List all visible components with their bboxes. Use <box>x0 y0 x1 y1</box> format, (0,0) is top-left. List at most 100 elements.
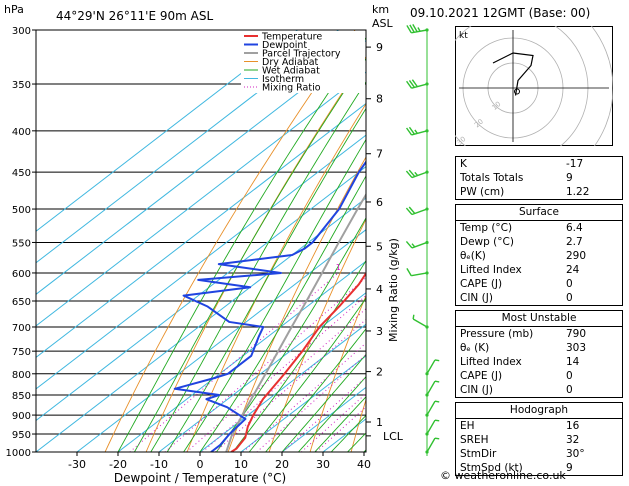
wind-barb <box>411 272 428 277</box>
wind-barb-feather <box>406 268 412 277</box>
isotherm <box>36 134 366 390</box>
wet-adiabat <box>248 297 366 452</box>
legend-entry: Dry Adiabat <box>262 57 319 68</box>
wind-point <box>425 129 429 133</box>
wind-point <box>425 325 429 329</box>
mixing-ratio-line <box>202 308 366 452</box>
pressure-tick-label: 400 <box>12 127 31 138</box>
wind-barbs <box>405 24 440 456</box>
pressure-tick-label: 550 <box>12 238 31 249</box>
storm-motion-marker <box>514 88 520 95</box>
km-tick-label: 8 <box>376 93 383 106</box>
km-tick-label: 3 <box>376 325 383 338</box>
pressure-tick-label: 300 <box>12 26 31 37</box>
km-tick-label: 4 <box>376 283 383 296</box>
hodo-row: SREH 32 <box>460 434 580 446</box>
most-unstable-table: Most Unstable Pressure (mb) 790 θₑ (K) 303… <box>455 310 623 398</box>
copyright-footer[interactable]: © weatheronline.co.uk <box>440 469 566 482</box>
mixing-ratio-line <box>186 294 366 452</box>
legend-entry: Mixing Ratio <box>262 83 321 94</box>
surface-row: Dewp (°C) 2.7 <box>460 236 583 248</box>
isotherm <box>36 30 298 232</box>
wind-barb-half-feather <box>434 419 440 422</box>
wind-barb-feather <box>409 24 415 33</box>
basic-indices-table: K -17 Totals Totals 9 PW (cm) 1.22 <box>455 156 623 200</box>
hodo-row: EH 16 <box>460 420 580 432</box>
location-title: 44°29'N 26°11'E 90m ASL <box>56 9 213 23</box>
hodo-row: StmSpd (kt) 9 <box>460 462 573 474</box>
mu-row: CIN (J) 0 <box>460 384 573 396</box>
wind-barb-feather <box>408 206 416 214</box>
wind-barb-feather <box>406 80 413 89</box>
wind-barb <box>426 400 436 416</box>
index-row-totals: Totals Totals 9 <box>460 172 573 184</box>
wind-barb-half-feather <box>434 359 440 362</box>
pressure-tick-label: 450 <box>12 168 31 179</box>
wind-barb <box>426 437 436 453</box>
wind-point <box>425 372 429 376</box>
isotherm <box>36 30 339 264</box>
isotherm <box>76 229 366 452</box>
surface-row: CAPE (J) 0 <box>460 278 573 290</box>
most-unstable-title: Most Unstable <box>456 311 622 327</box>
hodograph-ring-label: 10 <box>491 100 503 112</box>
pressure-tick-label: 1000 <box>6 448 31 459</box>
legend-entry: Dewpoint <box>262 40 307 51</box>
km-tick-label: 6 <box>376 196 383 209</box>
pressure-tick-label: 800 <box>12 370 31 381</box>
wind-barb-feather <box>408 169 416 178</box>
wind-barb-feather <box>405 240 413 249</box>
wind-barb-feather <box>408 126 416 135</box>
km-tick-label: 5 <box>376 240 383 253</box>
dry-adiabat <box>145 56 366 452</box>
wind-barb-feather <box>405 170 413 179</box>
km-tick-label: 7 <box>376 148 383 161</box>
wind-point <box>425 432 429 436</box>
mixing-ratio-line <box>301 392 366 452</box>
pressure-tick-label: 750 <box>12 347 31 358</box>
wet-adiabat <box>134 57 366 452</box>
mixing-ratio-line <box>164 276 366 452</box>
pressure-tick-label: 600 <box>12 269 31 280</box>
temp-tick-label: 20 <box>275 458 289 471</box>
mixing-ratio-line <box>282 376 366 452</box>
lcl-label: LCL <box>383 430 404 443</box>
surface-row: θₑ(K) 290 <box>460 250 587 262</box>
km-label: km <box>372 3 389 16</box>
wet-adiabat <box>117 36 366 452</box>
wind-point <box>425 28 429 32</box>
dry-adiabat <box>104 30 356 452</box>
hodograph-ring-label: 30 <box>456 135 468 146</box>
wet-adiabat <box>298 376 366 452</box>
mixing-ratio-label: 1 <box>336 263 341 272</box>
legend-entry: Parcel Trajectory <box>262 49 341 60</box>
dewpoint-line <box>173 160 366 452</box>
plot-frame <box>35 29 367 453</box>
wind-barb-half-feather <box>414 129 418 134</box>
wind-barb-half-feather <box>411 243 416 248</box>
temp-tick-label: -20 <box>109 458 127 471</box>
parcel-trajectory-line <box>225 192 366 452</box>
skewt-grid <box>36 30 366 452</box>
wind-point <box>425 393 429 397</box>
skewt-profiles <box>173 160 366 452</box>
wet-adiabat <box>265 328 366 452</box>
surface-row: CIN (J) 0 <box>460 292 573 304</box>
wind-barb-feather <box>406 25 412 34</box>
temp-tick-label: 40 <box>357 458 371 471</box>
date-title: 09.10.2021 12GMT (Base: 00) <box>410 6 591 20</box>
wind-barb-half-feather <box>434 380 440 383</box>
wind-barb-half-feather <box>434 400 440 403</box>
wind-point <box>425 240 429 245</box>
mixing-ratio-line <box>242 342 366 452</box>
wind-point <box>425 450 429 454</box>
temp-tick-label: -10 <box>150 458 168 471</box>
indices-panel: K -17 Totals Totals 9 PW (cm) 1.22 Surface … <box>455 156 623 480</box>
surface-title: Surface <box>456 205 622 221</box>
isotherm <box>36 39 366 295</box>
hodo-row: StmDir 30° <box>460 448 585 460</box>
legend-entry: Wet Adiabat <box>262 66 320 77</box>
temp-tick-label: 30 <box>316 458 330 471</box>
